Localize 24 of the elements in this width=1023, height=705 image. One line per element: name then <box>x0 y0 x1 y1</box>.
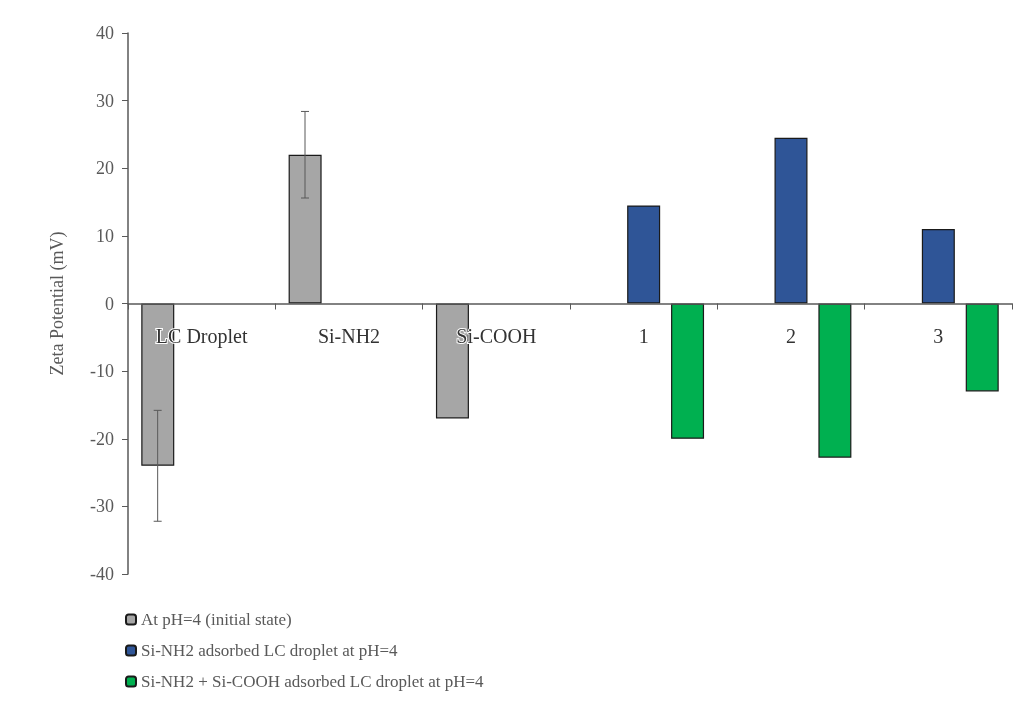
y-tick-label: 20 <box>96 158 114 179</box>
legend-label: Si-NH2 adsorbed LC droplet at pH=4 <box>141 641 399 660</box>
y-tick-label: 30 <box>96 90 114 111</box>
y-tick-label: -10 <box>90 361 114 382</box>
bar <box>627 205 661 304</box>
y-axis-title: Zeta Potential (mV) <box>47 231 68 376</box>
y-tick-label: -30 <box>90 496 114 517</box>
bar <box>671 303 705 439</box>
bar <box>965 303 999 392</box>
bar <box>921 229 955 304</box>
x-tick-label: 2 <box>786 324 796 347</box>
bar <box>774 137 808 304</box>
x-tick-label: Si-NH2 <box>317 324 381 347</box>
legend-label: Si-NH2 + Si-COOH adsorbed LC droplet at pH=4 <box>141 672 485 691</box>
y-tick-label: -40 <box>90 564 114 584</box>
y-tick-label: 40 <box>96 23 114 43</box>
bar <box>288 154 322 304</box>
legend-label: At pH=4 (initial state) <box>141 610 292 629</box>
bar <box>818 303 852 458</box>
y-tick-label: 10 <box>96 225 114 246</box>
x-tick-label: 3 <box>933 324 944 347</box>
y-tick-label: -20 <box>90 428 114 449</box>
x-tick-label: 1 <box>638 324 649 347</box>
y-tick-label: 0 <box>105 293 114 314</box>
